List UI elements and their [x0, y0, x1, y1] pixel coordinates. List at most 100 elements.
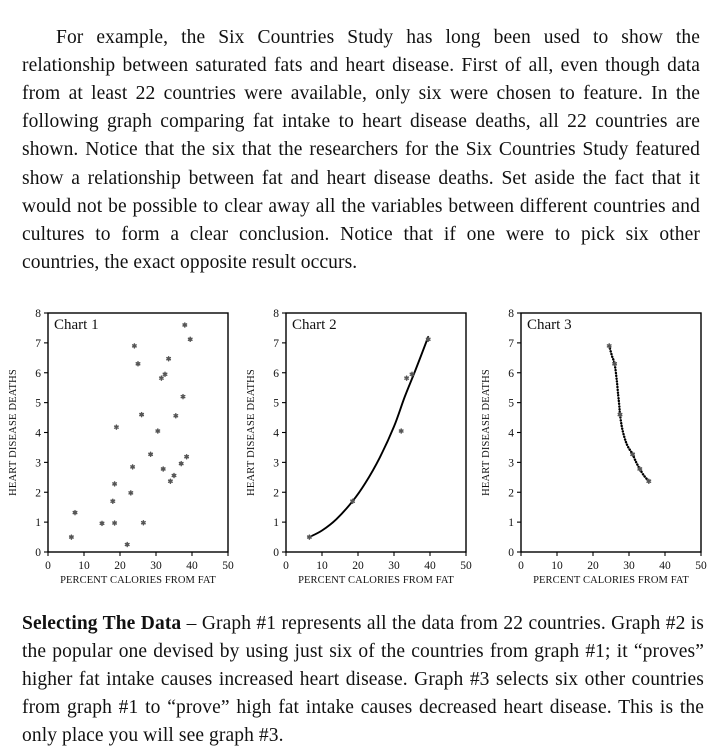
- data-point-marker: [139, 411, 145, 418]
- data-point-marker: [162, 371, 168, 377]
- page-root: For example, the Six Countries Study has…: [0, 26, 720, 747]
- x-tick-label: 40: [186, 560, 198, 572]
- closing-paragraph: Selecting The Data – Graph #1 represents…: [22, 610, 704, 751]
- data-point-marker: [173, 413, 179, 419]
- y-axis-title: HEART DISEASE DEATHS: [8, 369, 19, 496]
- data-point-marker: [72, 509, 78, 516]
- y-tick-label: 5: [508, 398, 514, 410]
- chart-title: Chart 1: [54, 317, 99, 333]
- y-tick-label: 4: [508, 428, 514, 440]
- data-point-marker: [180, 393, 186, 400]
- fit-curve: [608, 344, 650, 483]
- y-tick-label: 7: [273, 338, 279, 350]
- y-tick-label: 7: [35, 338, 41, 350]
- y-tick-label: 6: [273, 368, 279, 380]
- data-point-marker: [425, 336, 431, 343]
- data-point-marker: [187, 336, 193, 343]
- charts-row: 0 1 2 3 4 5 6 7 8 0 10 20 30 40 50 PERCENT CALORIES FRO…: [0, 302, 720, 586]
- data-point-marker: [606, 343, 612, 349]
- data-point-marker: [166, 355, 172, 362]
- x-axis-title: PERCENT CALORIES FROM FAT: [298, 575, 454, 586]
- data-point-marker: [184, 453, 190, 460]
- chart-svg: 0 1 2 3 4 5 6 7 8 0 10 20 30 40 50 PERCENT CALORIES FRO…: [481, 308, 707, 586]
- data-point-marker: [404, 375, 410, 381]
- data-points: [606, 343, 652, 484]
- data-point-marker: [612, 361, 618, 367]
- x-tick-label: 30: [623, 560, 635, 572]
- y-tick-label: 6: [35, 368, 41, 380]
- data-point-marker: [167, 478, 173, 484]
- data-point-marker: [68, 534, 74, 540]
- chart-title: Chart 3: [527, 317, 572, 333]
- y-tick-label: 1: [273, 517, 279, 529]
- y-tick-label: 2: [273, 487, 279, 499]
- data-point-marker: [128, 490, 134, 496]
- data-point-marker: [398, 428, 404, 434]
- x-tick-label: 10: [78, 560, 90, 572]
- data-point-marker: [637, 466, 643, 472]
- y-tick-label: 0: [508, 547, 514, 559]
- data-point-marker: [130, 464, 136, 470]
- x-tick-label: 20: [114, 560, 126, 572]
- x-tick-label: 10: [551, 560, 563, 572]
- y-tick-label: 8: [273, 308, 279, 320]
- x-tick-label: 30: [388, 560, 400, 572]
- chart-title: Chart 2: [292, 317, 337, 333]
- chart-1-panel: 0 1 2 3 4 5 6 7 8 0 10 20 30 40 50 PERCENT CALORIES FRO…: [0, 302, 240, 586]
- x-tick-label: 20: [587, 560, 599, 572]
- chart-svg: 0 1 2 3 4 5 6 7 8 0 10 20 30 40 50 PERCENT CALORIES FRO…: [246, 308, 472, 586]
- y-tick-label: 0: [35, 547, 41, 559]
- y-tick-label: 2: [35, 487, 41, 499]
- data-point-marker: [171, 472, 177, 479]
- x-tick-label: 0: [45, 560, 51, 572]
- x-tick-label: 50: [695, 560, 707, 572]
- y-tick-label: 6: [508, 368, 514, 380]
- x-tick-label: 20: [352, 560, 364, 572]
- data-point-marker: [113, 424, 119, 430]
- data-point-marker: [158, 375, 164, 381]
- closing-body: – Graph #1 represents all the data from …: [22, 612, 704, 747]
- data-point-marker: [140, 519, 146, 526]
- data-point-marker: [617, 411, 623, 418]
- y-tick-label: 8: [35, 308, 41, 320]
- y-tick-label: 7: [508, 338, 514, 350]
- x-tick-label: 10: [316, 560, 328, 572]
- data-point-marker: [178, 460, 184, 467]
- y-tick-label: 4: [273, 428, 279, 440]
- data-point-marker: [124, 541, 130, 548]
- x-tick-label: 50: [222, 560, 234, 572]
- y-tick-label: 1: [508, 517, 514, 529]
- y-axis-title: HEART DISEASE DEATHS: [246, 369, 257, 496]
- y-tick-label: 5: [273, 398, 279, 410]
- x-tick-label: 0: [518, 560, 524, 572]
- y-tick-label: 1: [35, 517, 41, 529]
- x-tick-label: 50: [460, 560, 472, 572]
- plot-frame: [285, 312, 467, 553]
- x-tick-label: 40: [659, 560, 671, 572]
- data-point-marker: [409, 371, 415, 377]
- data-points: [306, 336, 431, 540]
- data-point-marker: [112, 520, 118, 526]
- data-point-marker: [112, 481, 118, 487]
- data-point-marker: [148, 451, 154, 458]
- data-points: [68, 322, 193, 548]
- y-tick-label: 4: [35, 428, 41, 440]
- data-point-marker: [110, 498, 116, 504]
- data-point-marker: [131, 343, 137, 349]
- data-point-marker: [646, 478, 652, 484]
- data-point-marker: [135, 361, 141, 367]
- data-point-marker: [99, 520, 105, 527]
- data-point-marker: [160, 466, 166, 472]
- y-tick-label: 3: [273, 457, 279, 469]
- x-axis-title: PERCENT CALORIES FROM FAT: [60, 575, 216, 586]
- closing-heading: Selecting The Data: [22, 612, 182, 634]
- x-tick-label: 40: [424, 560, 436, 572]
- y-tick-label: 8: [508, 308, 514, 320]
- data-point-marker: [182, 322, 188, 328]
- intro-paragraph: For example, the Six Countries Study has…: [22, 26, 700, 274]
- y-tick-label: 0: [273, 547, 279, 559]
- y-tick-label: 5: [35, 398, 41, 410]
- chart-2-panel: 0 1 2 3 4 5 6 7 8 0 10 20 30 40 50 PERCENT CALORIES FRO…: [238, 302, 478, 586]
- data-point-marker: [155, 428, 161, 434]
- fit-curve: [308, 335, 430, 539]
